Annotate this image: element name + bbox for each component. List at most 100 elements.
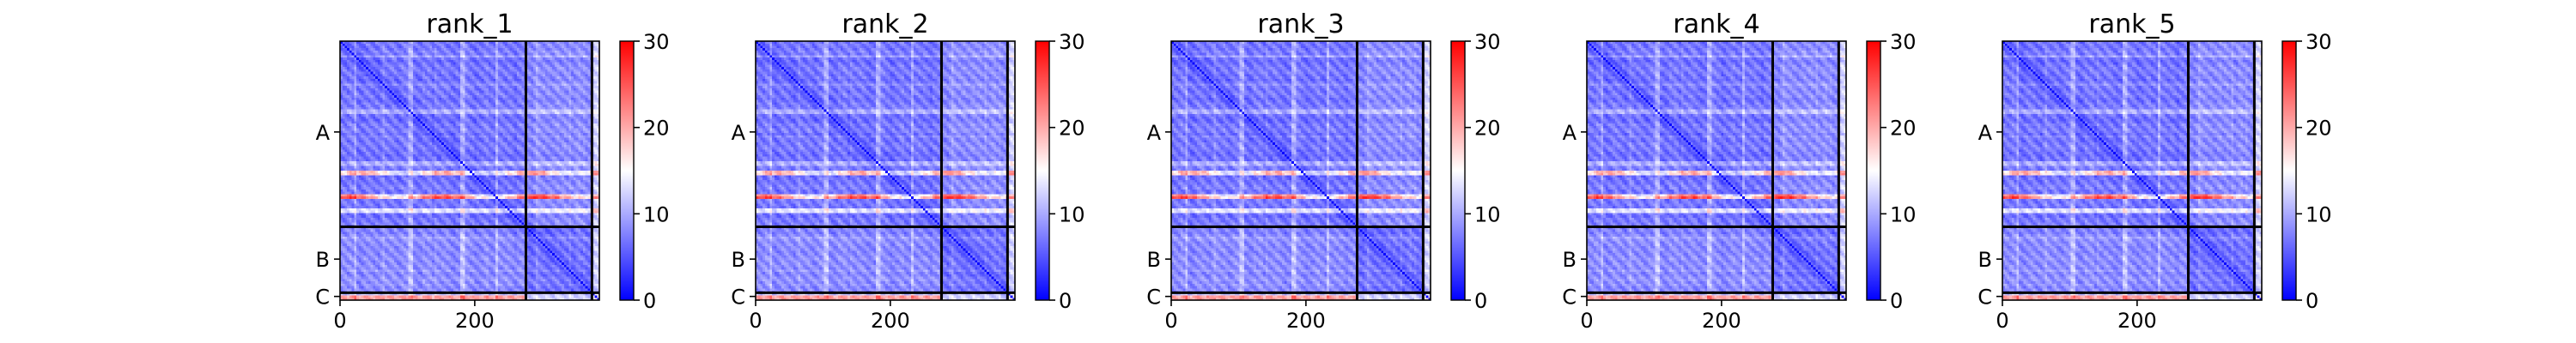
heatmap-cell bbox=[479, 44, 482, 46]
heatmap-cell bbox=[550, 64, 552, 67]
heatmap-cell bbox=[375, 86, 378, 88]
heatmap-cell bbox=[352, 83, 355, 86]
heatmap-cell bbox=[458, 48, 460, 51]
heatmap-cell bbox=[437, 100, 440, 103]
heatmap-cell bbox=[378, 44, 380, 46]
heatmap-cell bbox=[489, 88, 491, 91]
heatmap-cell bbox=[521, 95, 524, 98]
heatmap-cell bbox=[568, 60, 571, 63]
heatmap-cell bbox=[470, 72, 472, 75]
heatmap-cell bbox=[347, 72, 349, 75]
heatmap-cell bbox=[493, 72, 495, 75]
heatmap-cell bbox=[567, 74, 569, 76]
heatmap-cell bbox=[349, 55, 352, 57]
heatmap-cell bbox=[390, 69, 392, 72]
heatmap-cell bbox=[514, 69, 517, 72]
heatmap-cell bbox=[368, 81, 371, 84]
heatmap-cell bbox=[548, 69, 550, 72]
heatmap-cell bbox=[363, 81, 366, 84]
heatmap-cell bbox=[580, 83, 583, 86]
heatmap-cell bbox=[404, 83, 406, 86]
heatmap-cell bbox=[397, 55, 399, 57]
heatmap-cell bbox=[517, 57, 519, 60]
heatmap-cell bbox=[517, 88, 519, 91]
heatmap-cell bbox=[501, 93, 503, 95]
heatmap-cell bbox=[512, 69, 514, 72]
heatmap-cell bbox=[366, 53, 368, 56]
heatmap-cell bbox=[425, 51, 428, 53]
heatmap-cell bbox=[343, 45, 345, 48]
heatmap-cell bbox=[428, 60, 430, 63]
heatmap-cell bbox=[552, 91, 555, 93]
heatmap-cell bbox=[489, 48, 491, 51]
heatmap-cell bbox=[482, 76, 484, 79]
heatmap-cell bbox=[505, 83, 507, 86]
heatmap-cell bbox=[540, 67, 543, 69]
heatmap-cell bbox=[587, 79, 590, 81]
heatmap-cell bbox=[474, 57, 477, 60]
heatmap-cell bbox=[465, 74, 468, 76]
heatmap-cell bbox=[349, 102, 352, 105]
heatmap-cell bbox=[571, 48, 574, 51]
heatmap-cell bbox=[555, 100, 557, 103]
heatmap-cell bbox=[458, 45, 460, 48]
heatmap-cell bbox=[550, 55, 552, 57]
heatmap-cell bbox=[595, 48, 598, 51]
heatmap-cell bbox=[567, 83, 569, 86]
heatmap-cell bbox=[479, 55, 482, 57]
heatmap-cell bbox=[502, 95, 505, 98]
heatmap-cell bbox=[382, 76, 385, 79]
heatmap-cell bbox=[410, 100, 413, 103]
heatmap-cell bbox=[576, 48, 579, 51]
heatmap-cell bbox=[548, 98, 550, 100]
heatmap-cell bbox=[418, 74, 421, 76]
heatmap-cell bbox=[444, 93, 447, 95]
heatmap-cell bbox=[401, 53, 404, 56]
heatmap-cell bbox=[519, 72, 522, 75]
heatmap-cell bbox=[380, 95, 383, 98]
heatmap-cell bbox=[401, 88, 404, 91]
heatmap-cell bbox=[548, 81, 550, 84]
heatmap-cell bbox=[371, 60, 374, 63]
heatmap-cell bbox=[366, 93, 368, 95]
heatmap-cell bbox=[465, 95, 468, 98]
heatmap-cell bbox=[420, 64, 422, 67]
heatmap-cell bbox=[479, 67, 482, 69]
heatmap-cells bbox=[340, 41, 599, 300]
heatmap-cell bbox=[483, 64, 486, 67]
heatmap-cell bbox=[545, 67, 548, 69]
heatmap-cell bbox=[380, 74, 383, 76]
heatmap-cell bbox=[583, 76, 586, 79]
heatmap-cell bbox=[510, 48, 513, 51]
heatmap-cell bbox=[555, 53, 557, 56]
heatmap-cell bbox=[404, 53, 406, 56]
heatmap-cell bbox=[580, 98, 583, 100]
heatmap-cell bbox=[385, 51, 387, 53]
heatmap-cell bbox=[359, 76, 361, 79]
heatmap-cell bbox=[472, 67, 475, 69]
heatmap-cell bbox=[409, 81, 411, 84]
heatmap-cell bbox=[428, 74, 430, 76]
heatmap-cell bbox=[425, 44, 428, 46]
heatmap-cell bbox=[564, 57, 567, 60]
heatmap-cell bbox=[483, 91, 486, 93]
heatmap-cell bbox=[489, 98, 491, 100]
heatmap-cell bbox=[583, 67, 586, 69]
heatmap-cell bbox=[493, 95, 495, 98]
heatmap-cell bbox=[363, 76, 366, 79]
heatmap-cell bbox=[373, 93, 375, 95]
heatmap-cell bbox=[397, 100, 399, 103]
heatmap-cell bbox=[382, 79, 385, 81]
heatmap-cell bbox=[434, 95, 437, 98]
heatmap-cell bbox=[349, 57, 352, 60]
heatmap-cell bbox=[559, 100, 562, 103]
heatmap-cell bbox=[444, 91, 447, 93]
heatmap-cell bbox=[552, 86, 555, 88]
heatmap-cell bbox=[536, 45, 538, 48]
heatmap-cell bbox=[538, 100, 541, 103]
heatmap-cell bbox=[557, 98, 560, 100]
heatmap-cell bbox=[507, 95, 510, 98]
heatmap-cell bbox=[540, 60, 543, 63]
heatmap-cell bbox=[540, 51, 543, 53]
heatmap-cell bbox=[495, 79, 498, 81]
